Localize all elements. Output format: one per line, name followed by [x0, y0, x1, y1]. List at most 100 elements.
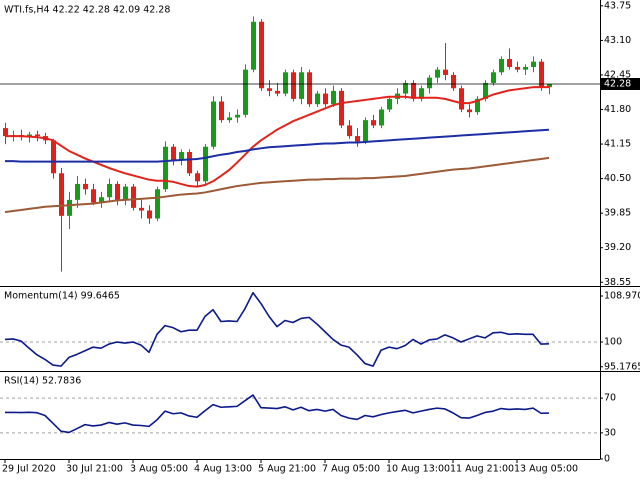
candle-body — [323, 93, 328, 105]
y-tick-label: 0 — [604, 454, 610, 465]
candle-body — [379, 109, 384, 126]
candle-body — [75, 183, 80, 200]
x-tick-label: 13 Aug 05:00 — [514, 464, 578, 475]
x-tick-label: 5 Aug 21:00 — [258, 464, 316, 475]
candle-body — [171, 146, 176, 161]
y-tick-label: 43.75 — [604, 0, 631, 11]
candle-body — [131, 186, 136, 208]
candle-body — [187, 152, 192, 174]
candle-body — [195, 173, 200, 182]
y-tick-label: 40.50 — [604, 173, 631, 184]
candle-body — [59, 173, 64, 216]
y-tick-label: 39.20 — [604, 242, 631, 253]
candle-body — [235, 114, 240, 118]
y-tick-label: 38.55 — [604, 277, 631, 288]
panel-title: WTI.fs,H4 42.22 42.28 42.09 42.28 — [4, 5, 170, 16]
x-tick-label: 7 Aug 05:00 — [322, 464, 380, 475]
candle-body — [83, 183, 88, 190]
panel-title: Momentum(14) 99.6465 — [4, 291, 120, 302]
candle-body — [107, 183, 112, 198]
candle-body — [475, 98, 480, 113]
candle-body — [203, 146, 208, 182]
candle-body — [99, 197, 104, 203]
y-tick-label: 70 — [604, 393, 616, 404]
candle-body — [451, 74, 456, 89]
candle-body — [459, 88, 464, 110]
candle-body — [499, 59, 504, 73]
y-tick-label: 100 — [604, 337, 622, 348]
candle-body — [115, 183, 120, 200]
indicator-line — [4, 291, 550, 367]
candle-body — [387, 98, 392, 110]
moving-average — [4, 156, 550, 214]
candle-body — [51, 140, 56, 174]
x-tick-label: 4 Aug 13:00 — [194, 464, 252, 475]
candle-body — [315, 93, 320, 105]
candle-body — [515, 66, 520, 70]
moving-average — [5, 128, 550, 163]
candle-body — [307, 72, 312, 105]
candle-body — [3, 128, 8, 137]
candle-body — [283, 72, 288, 94]
moving-average — [5, 86, 549, 188]
candle-body — [275, 90, 280, 94]
candle-body — [435, 69, 440, 78]
x-tick-label: 3 Aug 05:00 — [130, 464, 188, 475]
candle-body — [163, 146, 168, 190]
candle-body — [371, 120, 376, 126]
candle-body — [427, 77, 432, 89]
y-tick-label: 41.15 — [604, 139, 631, 150]
candle-body — [339, 90, 344, 126]
frame — [0, 0, 640, 460]
candle-body — [251, 21, 256, 70]
candle-body — [139, 207, 144, 211]
candle-body — [483, 82, 488, 99]
x-tick-label: 30 Jul 21:00 — [66, 464, 123, 475]
y-tick-label: 95.1765 — [604, 361, 640, 372]
candle-body — [91, 189, 96, 203]
candle-body — [331, 90, 336, 105]
panel-title: RSI(14) 52.7836 — [4, 376, 81, 387]
candle-body — [355, 136, 360, 142]
candle-body — [243, 69, 248, 115]
y-tick-label: 108.9707 — [604, 290, 640, 301]
candle-body — [491, 72, 496, 83]
candle-body — [147, 210, 152, 219]
x-tick-label: 29 Jul 2020 — [2, 464, 56, 475]
candle-body — [523, 66, 528, 70]
candle-body — [227, 117, 232, 121]
candle-body — [267, 88, 272, 91]
candle-body — [123, 186, 128, 200]
y-tick-label: 42.45 — [604, 69, 631, 80]
y-tick-label: 30 — [604, 427, 616, 438]
candle-body — [179, 152, 184, 161]
candle-body — [411, 82, 416, 99]
candle-body — [539, 61, 544, 88]
candle-body — [211, 101, 216, 147]
candle-body — [419, 88, 424, 99]
y-tick-label: 41.80 — [604, 104, 631, 115]
y-tick-label: 39.85 — [604, 208, 631, 219]
candle-body — [531, 61, 536, 67]
candle-body — [443, 69, 448, 75]
candle-body — [347, 125, 352, 137]
x-tick-label: 11 Aug 21:00 — [450, 464, 514, 475]
candle-body — [67, 199, 72, 216]
candle-body — [35, 134, 40, 137]
candle-body — [363, 120, 368, 142]
candle-body — [291, 72, 296, 99]
candle-body — [259, 21, 264, 89]
indicator-line — [4, 394, 550, 434]
candle-body — [155, 189, 160, 219]
candle-body — [467, 109, 472, 113]
candle-body — [507, 59, 512, 67]
current-price-box — [601, 77, 640, 90]
candle-body — [547, 83, 552, 88]
x-tick-label: 10 Aug 13:00 — [386, 464, 450, 475]
current-price-label: 42.28 — [604, 78, 631, 89]
y-tick-label: 43.10 — [604, 35, 631, 46]
candle-body — [403, 82, 408, 94]
